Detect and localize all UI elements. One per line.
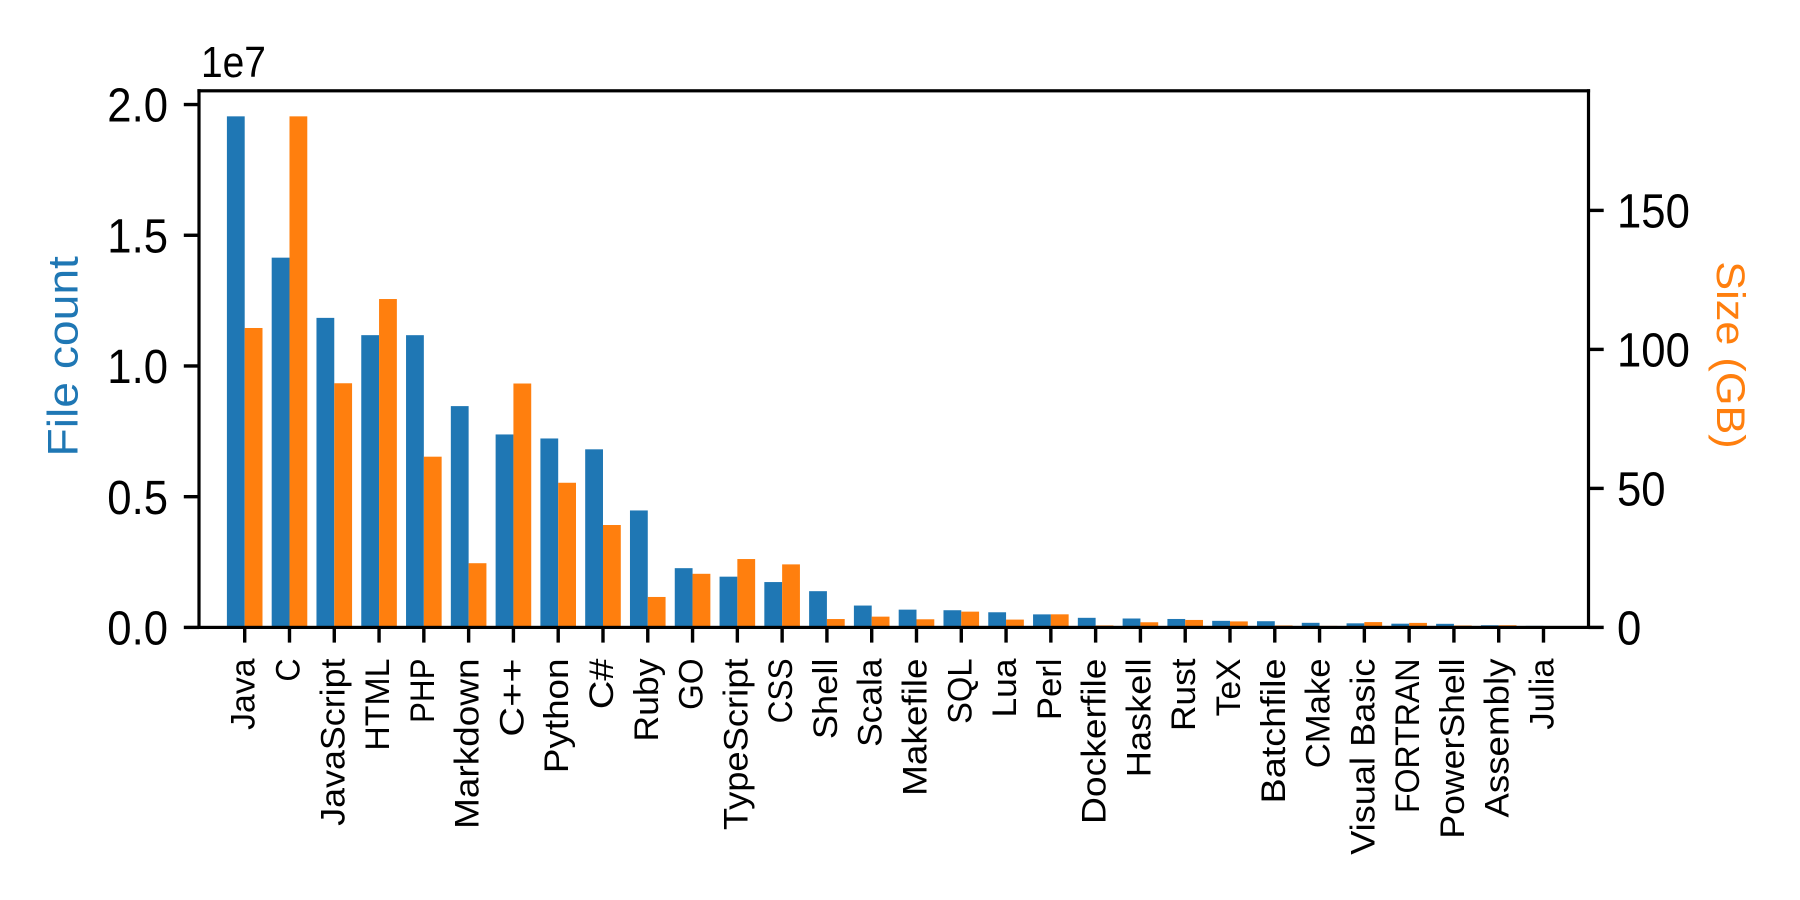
svg-text:Lua: Lua — [987, 658, 1024, 718]
svg-text:Size (GB): Size (GB) — [1708, 261, 1753, 448]
svg-text:PowerShell: PowerShell — [1434, 659, 1472, 839]
svg-text:FORTRAN: FORTRAN — [1389, 659, 1427, 814]
svg-text:C: C — [270, 659, 308, 682]
svg-text:C++: C++ — [494, 659, 532, 737]
svg-text:Rust: Rust — [1166, 658, 1203, 731]
svg-text:1.0: 1.0 — [107, 339, 168, 393]
svg-text:Assembly: Assembly — [1478, 658, 1517, 817]
svg-text:JavaScript: JavaScript — [314, 658, 352, 826]
svg-text:CSS: CSS — [761, 659, 799, 724]
svg-text:PHP: PHP — [403, 659, 442, 724]
svg-text:C#: C# — [582, 658, 621, 709]
svg-text:HTML: HTML — [359, 659, 397, 751]
svg-text:50: 50 — [1617, 462, 1666, 516]
svg-text:Julia: Julia — [1524, 658, 1562, 730]
svg-text:Haskell: Haskell — [1120, 659, 1158, 778]
svg-text:SQL: SQL — [942, 659, 980, 724]
svg-text:100: 100 — [1617, 323, 1690, 377]
svg-text:Visual Basic: Visual Basic — [1344, 659, 1382, 855]
svg-text:File count: File count — [40, 255, 87, 456]
svg-text:2.0: 2.0 — [107, 78, 168, 132]
svg-text:TypeScript: TypeScript — [717, 658, 755, 830]
svg-text:Shell: Shell — [807, 659, 845, 740]
svg-text:0: 0 — [1617, 601, 1641, 655]
svg-text:150: 150 — [1617, 184, 1690, 238]
svg-text:1e7: 1e7 — [201, 38, 266, 86]
svg-text:CMake: CMake — [1300, 659, 1338, 769]
svg-text:0.5: 0.5 — [107, 470, 168, 524]
svg-text:Batchfile: Batchfile — [1253, 659, 1292, 804]
svg-text:0.0: 0.0 — [107, 601, 168, 655]
svg-text:1.5: 1.5 — [107, 209, 168, 263]
svg-text:Markdown: Markdown — [448, 659, 486, 829]
svg-text:GO: GO — [673, 659, 711, 710]
svg-text:Perl: Perl — [1031, 659, 1069, 721]
svg-text:Scala: Scala — [852, 658, 889, 747]
svg-text:Java: Java — [225, 658, 263, 729]
svg-text:Makefile: Makefile — [896, 659, 934, 796]
svg-text:TeX: TeX — [1210, 659, 1248, 717]
svg-text:Python: Python — [537, 659, 575, 774]
svg-text:Ruby: Ruby — [627, 658, 665, 742]
svg-text:Dockerfile: Dockerfile — [1075, 659, 1113, 824]
